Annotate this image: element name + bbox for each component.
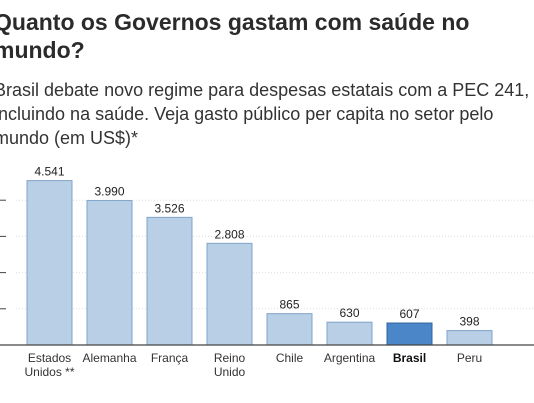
category-label-1: Estados Unidos ** xyxy=(24,351,74,379)
bar-2 xyxy=(86,200,133,346)
bar-3 xyxy=(146,216,193,346)
bar-5 xyxy=(266,313,313,346)
category-label-3: França xyxy=(151,351,189,365)
bars xyxy=(26,180,493,346)
value-label-6: 630 xyxy=(339,306,359,320)
chart-subtitle: Brasil debate novo regime para despesas … xyxy=(0,80,530,148)
value-label-4: 2.808 xyxy=(214,227,244,241)
category-labels: Estados Unidos ** Alemanha França Reino Unido… xyxy=(24,351,482,379)
category-label-5: Chile xyxy=(276,351,304,365)
value-label-3: 3.526 xyxy=(154,201,184,215)
bar-8 xyxy=(446,330,493,346)
y-axis-ticks xyxy=(0,199,6,310)
category-label-4: Reino Unido xyxy=(214,351,246,379)
category-label-7: Brasil xyxy=(393,351,426,365)
value-label-5: 865 xyxy=(279,298,299,312)
chart-title: Quanto os Governos gastam com saúde no m… xyxy=(0,9,470,63)
value-label-1: 4.541 xyxy=(34,165,64,179)
category-label-2: Alemanha xyxy=(82,351,136,365)
bar-7 xyxy=(386,322,433,346)
category-label-8: Peru xyxy=(457,351,482,365)
value-label-2: 3.990 xyxy=(94,185,124,199)
value-labels: 4.541 3.990 3.526 2.808 865 630 607 398 xyxy=(34,165,479,329)
gridlines xyxy=(16,199,534,310)
value-label-7: 607 xyxy=(399,307,419,321)
bar-4 xyxy=(206,242,253,346)
bar-6 xyxy=(326,321,373,346)
bar-1 xyxy=(26,180,73,346)
category-label-6: Argentina xyxy=(324,351,376,365)
value-label-8: 398 xyxy=(459,315,479,329)
